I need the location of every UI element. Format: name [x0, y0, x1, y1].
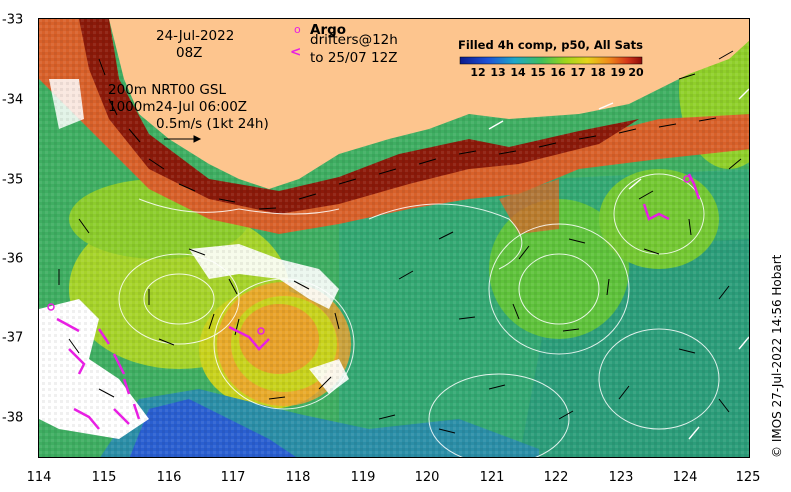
imos-credit: © IMOS 27-Jul-2022 14:56 Hobart: [770, 254, 784, 458]
x-tick: 120: [414, 470, 440, 485]
x-tick: 118: [285, 470, 311, 485]
drifter-track: [97, 328, 111, 345]
argo-float-marker: [683, 175, 691, 183]
drifter-track: [132, 403, 141, 420]
drifter-track: [642, 203, 670, 221]
drifters-legend-period: to 25/07 12Z: [310, 50, 398, 66]
timestamp-date: 24-Jul-2022: [156, 28, 235, 44]
x-tick: 124: [672, 470, 698, 485]
colorbar-tick: 13: [490, 66, 506, 79]
y-tick: -34: [2, 92, 24, 108]
ssh-contours: [118, 173, 720, 457]
current-depth-label: 200m NRT00 GSL: [108, 82, 226, 98]
drifter-track: [73, 407, 100, 430]
argo-legend-label: Argo: [310, 22, 347, 38]
drifters-legend-label: drifters@12h: [310, 32, 398, 48]
map-plot-area[interactable]: [38, 18, 750, 458]
drifter-track: [112, 353, 126, 375]
drifter-track: [113, 408, 130, 425]
argo-float-marker: [47, 303, 55, 311]
x-tick: 119: [350, 470, 376, 485]
colorbar: [459, 56, 643, 65]
map-graphics: [39, 19, 749, 457]
drifter-track: [228, 325, 270, 351]
x-tick: 123: [608, 470, 634, 485]
argo-float-marker: [257, 327, 265, 335]
colorbar-tick: 20: [628, 66, 644, 79]
x-tick: 122: [543, 470, 569, 485]
y-tick: -36: [2, 251, 24, 267]
colorbar-tick: 18: [590, 66, 606, 79]
arrow-row: [378, 50, 742, 434]
y-tick: -35: [2, 172, 24, 188]
argo-floats: [47, 175, 691, 335]
colorbar-tick: 15: [530, 66, 546, 79]
x-tick: 114: [26, 470, 52, 485]
scale-arrow: [164, 135, 202, 143]
timestamp-hour: 08Z: [176, 45, 203, 61]
x-tick: 117: [220, 470, 246, 485]
colorbar-title: Filled 4h comp, p50, All Sats: [458, 38, 643, 52]
y-tick: -38: [2, 410, 24, 426]
y-tick: -37: [2, 330, 24, 346]
scale-label: 0.5m/s (1kt 24h): [156, 116, 269, 132]
colorbar-tick: 14: [510, 66, 526, 79]
drifter-legend-icon: <: [290, 44, 302, 60]
arrow-row: [58, 58, 141, 398]
arrow-row: [148, 248, 340, 400]
white-arrows: [488, 88, 749, 440]
argo-legend-icon: o: [294, 23, 301, 36]
colorbar-tick: 17: [570, 66, 586, 79]
current-time-label: 1000m24-Jul 06:00Z: [108, 99, 248, 115]
drifter-track: [687, 173, 701, 200]
drifter-track: [56, 317, 80, 333]
colorbar-tick: 19: [610, 66, 626, 79]
y-tick: -33: [2, 12, 24, 28]
x-tick: 125: [735, 470, 761, 485]
colorbar-tick: 12: [470, 66, 486, 79]
arrow-row: [148, 117, 717, 210]
drifter-tracks: [56, 173, 701, 430]
x-tick: 116: [156, 470, 182, 485]
drifter-track: [122, 378, 131, 395]
drifter-track: [68, 348, 86, 375]
colorbar-tick: 16: [550, 66, 566, 79]
velocity-arrows: [58, 50, 742, 434]
x-tick: 115: [91, 470, 117, 485]
x-tick: 121: [479, 470, 505, 485]
